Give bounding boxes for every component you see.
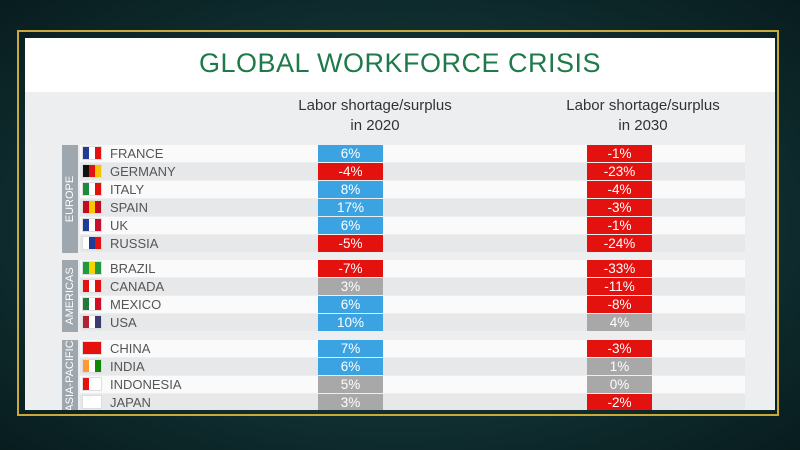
country-name: INDIA	[110, 359, 145, 374]
value-2020: 7%	[318, 340, 383, 357]
value-2030: -2%	[587, 394, 652, 410]
value-2030: -4%	[587, 181, 652, 198]
value-2030: -24%	[587, 235, 652, 252]
country-name: RUSSIA	[110, 236, 159, 251]
column-header: Labor shortage/surplus in 2030	[566, 97, 720, 134]
table-row: CANADA 3% -11%	[80, 278, 745, 295]
country-name: ITALY	[110, 182, 145, 197]
table-row: CHINA 7% -3%	[80, 340, 745, 357]
flag-icon	[82, 236, 102, 250]
value-2030: -1%	[587, 145, 652, 162]
table-row: JAPAN 3% -2%	[80, 394, 745, 410]
country-name: CHINA	[110, 341, 151, 356]
country-name: INDONESIA	[110, 377, 182, 392]
country-name: BRAZIL	[110, 261, 156, 276]
group-label: ASIA-PACIFIC	[64, 340, 76, 410]
table-row: UK 6% -1%	[80, 217, 745, 234]
country-name: JAPAN	[110, 395, 151, 410]
value-2030: -3%	[587, 199, 652, 216]
flag-icon	[82, 315, 102, 329]
flag-icon	[82, 261, 102, 275]
value-2020: 6%	[318, 217, 383, 234]
flag-icon	[82, 359, 102, 373]
country-name: CANADA	[110, 279, 165, 294]
group-label: AMERICAS	[64, 267, 76, 325]
slide: GLOBAL WORKFORCE CRISIS Labor shortage/s…	[25, 38, 775, 410]
title: GLOBAL WORKFORCE CRISIS	[198, 48, 602, 78]
value-2030: -3%	[587, 340, 652, 357]
value-2030: -11%	[587, 278, 652, 295]
flag-icon	[82, 297, 102, 311]
value-2030: -23%	[587, 163, 652, 180]
value-2030: -33%	[587, 260, 652, 277]
value-2020: 6%	[318, 296, 383, 313]
flag-icon	[82, 341, 102, 355]
flag-icon	[82, 377, 102, 391]
flag-icon	[82, 182, 102, 196]
country-name: USA	[110, 315, 137, 330]
flag-icon	[82, 200, 102, 214]
value-2030: -1%	[587, 217, 652, 234]
table-row: USA 10% 4%	[80, 314, 745, 331]
column-header: Labor shortage/surplus in 2020	[298, 97, 452, 134]
value-2020: 8%	[318, 181, 383, 198]
value-2020: 3%	[318, 278, 383, 295]
value-2030: 4%	[587, 314, 652, 331]
value-2020: 17%	[318, 199, 383, 216]
group-label: EUROPE	[64, 175, 76, 223]
flag-icon	[82, 395, 102, 409]
table-row: BRAZIL -7% -33%	[80, 260, 745, 277]
value-2020: 6%	[318, 145, 383, 162]
value-2020: -4%	[318, 163, 383, 180]
flag-icon	[82, 279, 102, 293]
value-2020: 10%	[318, 314, 383, 331]
country-name: SPAIN	[110, 200, 149, 215]
country-name: UK	[110, 218, 129, 233]
country-name: GERMANY	[110, 164, 176, 179]
group-label-bar: EUROPE	[62, 145, 78, 253]
value-2030: 0%	[587, 376, 652, 393]
country-name: MEXICO	[110, 297, 162, 312]
frame-border	[17, 30, 779, 416]
flag-icon	[82, 218, 102, 232]
table-row: ITALY 8% -4%	[80, 181, 745, 198]
table-row: INDONESIA 5% 0%	[80, 376, 745, 393]
value-2030: -8%	[587, 296, 652, 313]
value-2020: 6%	[318, 358, 383, 375]
value-2030: 1%	[587, 358, 652, 375]
table-row: INDIA 6% 1%	[80, 358, 745, 375]
country-name: FRANCE	[110, 146, 164, 161]
group-label-bar: AMERICAS	[62, 260, 78, 332]
value-2020: -5%	[318, 235, 383, 252]
table-row: RUSSIA -5% -24%	[80, 235, 745, 252]
table-row: MEXICO 6% -8%	[80, 296, 745, 313]
table-row: FRANCE 6% -1%	[80, 145, 745, 162]
value-2020: -7%	[318, 260, 383, 277]
table-row: GERMANY -4% -23%	[80, 163, 745, 180]
table-row: SPAIN 17% -3%	[80, 199, 745, 216]
flag-icon	[82, 164, 102, 178]
flag-icon	[82, 146, 102, 160]
value-2020: 3%	[318, 394, 383, 410]
group-label-bar: ASIA-PACIFIC	[62, 340, 78, 410]
value-2020: 5%	[318, 376, 383, 393]
